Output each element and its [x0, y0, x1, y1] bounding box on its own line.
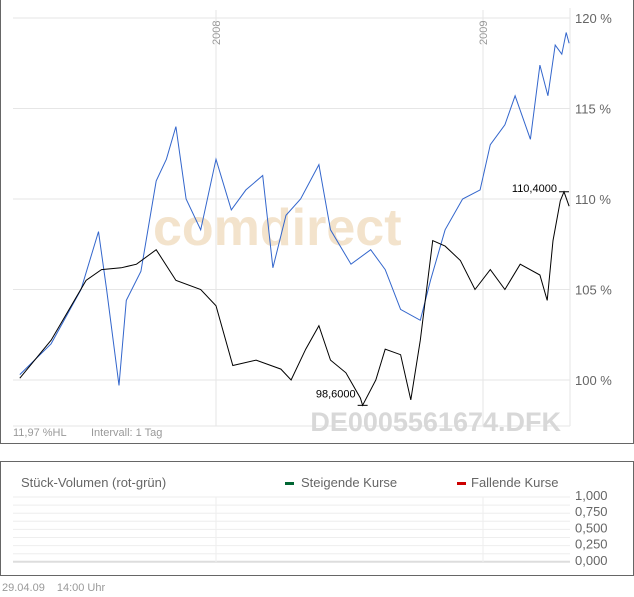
legend-falling-swatch [457, 482, 466, 485]
legend-rising-swatch [285, 482, 294, 485]
y-tick-label: 110 % [575, 192, 611, 207]
volume-panel: Stück-Volumen (rot-grün) Steigende Kurse… [0, 461, 634, 576]
volume-y-tick-label: 0,750 [575, 504, 608, 519]
y-tick-label: 115 % [575, 102, 611, 117]
volume-chart: Stück-Volumen (rot-grün) Steigende Kurse… [13, 475, 608, 568]
stats-label: 11,97 %HL [13, 427, 67, 439]
x-tick-label: 2009 [478, 21, 490, 45]
footer-date: 29.04.09 [2, 582, 45, 594]
volume-title: Stück-Volumen (rot-grün) [21, 475, 166, 490]
legend-rising: Steigende Kurse [301, 475, 397, 490]
interval-label: Intervall: 1 Tag [91, 427, 162, 439]
legend-falling: Fallende Kurse [471, 475, 558, 490]
x-tick-label: 2008 [211, 21, 223, 45]
series-line-0 [19, 32, 570, 386]
series-line-1 [19, 190, 570, 407]
y-tick-label: 105 % [575, 283, 612, 298]
symbol-label: DE0005561674.DFK [310, 407, 561, 437]
footer-time: 14:00 Uhr [56, 582, 106, 594]
watermark: comdirect [153, 199, 402, 257]
annotation-label: 98,6000 [316, 388, 356, 400]
y-tick-label: 120 % [575, 11, 612, 26]
volume-y-tick-label: 0,000 [575, 553, 608, 568]
volume-y-tick-label: 1,000 [575, 488, 608, 503]
volume-y-tick-label: 0,250 [575, 537, 608, 552]
annotation-label: 110,4000 [512, 183, 557, 195]
y-tick-label: 100 % [575, 373, 612, 388]
volume-y-tick-label: 0,500 [575, 520, 608, 535]
price-chart-panel: 100 % 105 % 110 % 115 % 120 % 2008 2009 comdir… [0, 0, 634, 444]
price-chart: 100 % 105 % 110 % 115 % 120 % 2008 2009 comdir… [13, 8, 612, 439]
footer: 29.04.09 14:00 Uhr [2, 582, 117, 594]
